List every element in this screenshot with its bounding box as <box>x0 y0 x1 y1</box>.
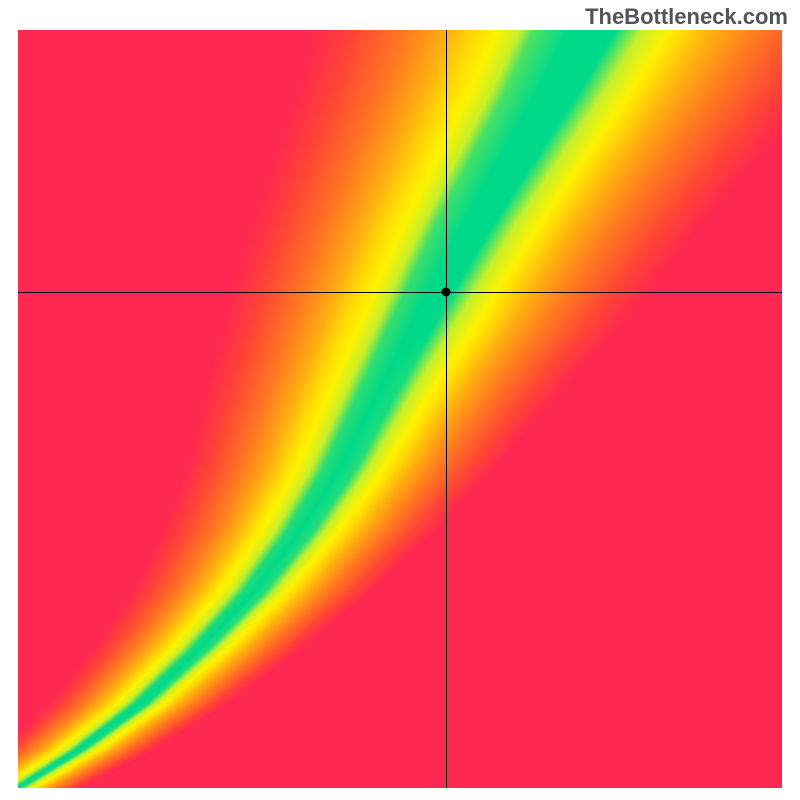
marker-point <box>441 287 450 296</box>
bottleneck-heatmap <box>18 30 782 788</box>
crosshair-vertical <box>446 30 447 788</box>
watermark: TheBottleneck.com <box>585 4 788 30</box>
crosshair-horizontal <box>18 292 782 293</box>
heatmap-canvas <box>18 30 782 788</box>
